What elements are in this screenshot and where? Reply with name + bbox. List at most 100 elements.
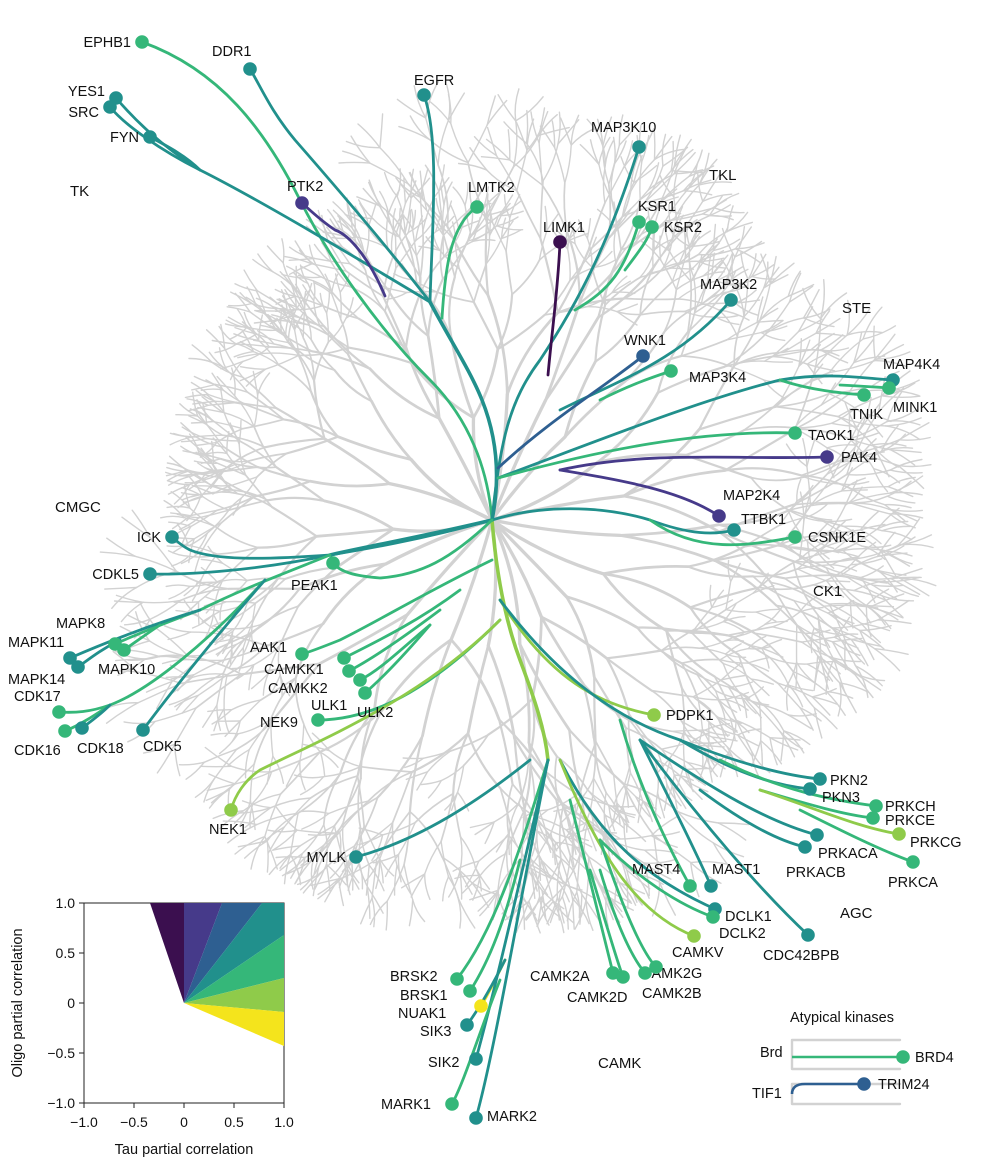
tree-branch [219, 810, 245, 830]
tree-branch [205, 393, 225, 413]
tree-branch [636, 626, 694, 635]
tree-branch [187, 470, 220, 478]
tree-branch [777, 682, 813, 698]
tree-branch [202, 704, 218, 728]
kinase-label-csnk1e: CSNK1E [808, 530, 866, 546]
tree-branch [639, 281, 674, 316]
tree-branch [211, 709, 233, 725]
branch-map4k4 [496, 374, 895, 480]
tree-branch [878, 387, 905, 413]
tree-branch [409, 457, 494, 522]
tree-branch [713, 207, 745, 214]
tree-branch [305, 218, 330, 237]
tree-branch [621, 805, 628, 833]
tree-branch [313, 341, 330, 382]
tree-branch [250, 672, 270, 690]
tree-branch [659, 174, 675, 198]
tree-branch [831, 619, 879, 629]
tree-branch [693, 606, 713, 630]
tree-branch [239, 292, 258, 308]
tree-branch [595, 259, 616, 268]
legend-ytick-label: −1.0 [47, 1095, 75, 1111]
tree-branch [544, 301, 581, 402]
legend-y-ticks [79, 902, 84, 1104]
tree-branch [589, 139, 600, 166]
tree-branch [697, 699, 720, 721]
tree-branch [283, 853, 292, 885]
tree-branch [683, 764, 693, 789]
node-src [103, 100, 117, 114]
tree-branch [812, 537, 835, 550]
tree-branch [680, 686, 710, 723]
tree-branch [469, 889, 500, 901]
node-prkce [866, 811, 880, 825]
tree-branch [267, 324, 287, 336]
tree-branch [713, 559, 778, 607]
tree-branch [342, 150, 371, 164]
tree-branch [811, 696, 831, 716]
tree-branch [769, 657, 808, 665]
tree-branch [880, 425, 899, 452]
tree-branch [639, 267, 672, 279]
tree-branch [629, 152, 641, 193]
tree-branch [787, 283, 815, 297]
tree-branch [134, 555, 178, 573]
tree-branch [709, 584, 713, 609]
tree-branch [237, 492, 274, 509]
tree-branch [557, 119, 580, 145]
tree-branch [241, 321, 260, 342]
tree-branch [760, 253, 771, 285]
tree-branch [642, 800, 653, 823]
tree-branch [887, 486, 914, 498]
tree-branch [680, 662, 717, 692]
tree-branch [639, 268, 654, 316]
tree-branch [195, 436, 225, 448]
branch-prkcg [758, 788, 901, 836]
branch-mark2 [474, 758, 550, 1120]
tree-branch [570, 128, 595, 146]
tree-branch [318, 613, 409, 665]
tree-branch [523, 741, 532, 812]
tree-branch [751, 253, 767, 278]
tree-branch [537, 822, 569, 839]
tree-branch [230, 291, 253, 305]
tree-branch [350, 220, 365, 252]
node-ksr2 [645, 220, 659, 234]
tree-branch [877, 599, 910, 621]
tree-branch [881, 595, 915, 602]
tree-branch [771, 626, 806, 634]
tree-branch [855, 452, 899, 467]
tree-branch [253, 394, 259, 428]
tree-branch [578, 800, 584, 856]
group-label-tk: TK [70, 183, 89, 200]
tree-branch [452, 186, 466, 206]
tree-branch [692, 679, 723, 698]
kinase-label-sik2: SIK2 [428, 1055, 459, 1071]
tree-branch [165, 584, 191, 588]
tree-branch [421, 638, 453, 738]
tree-branch [831, 627, 876, 650]
tree-branch [663, 225, 671, 252]
branch-camk2a [568, 798, 615, 975]
tree-branch [255, 333, 289, 344]
tree-branch [792, 670, 815, 709]
tree-branch [861, 545, 886, 561]
tree-branch [802, 289, 820, 319]
tree-branch [586, 237, 593, 268]
kinase-label-mink1: MINK1 [893, 400, 937, 416]
kinase-label-camk2d: CAMK2D [567, 990, 627, 1006]
tree-branch [787, 713, 817, 717]
tree-branch [660, 646, 701, 652]
tree-branch [395, 177, 412, 199]
tree-branch [877, 569, 898, 593]
tree-branch [724, 653, 743, 668]
tree-branch [889, 475, 924, 494]
tree-branch [375, 810, 411, 860]
node-map2k4 [712, 509, 726, 523]
tree-branch [256, 812, 299, 826]
tree-branch [618, 881, 637, 906]
tree-branch [254, 309, 279, 312]
tree-branch [228, 647, 244, 668]
tree-branch [675, 275, 704, 291]
tree-branch [687, 280, 692, 333]
